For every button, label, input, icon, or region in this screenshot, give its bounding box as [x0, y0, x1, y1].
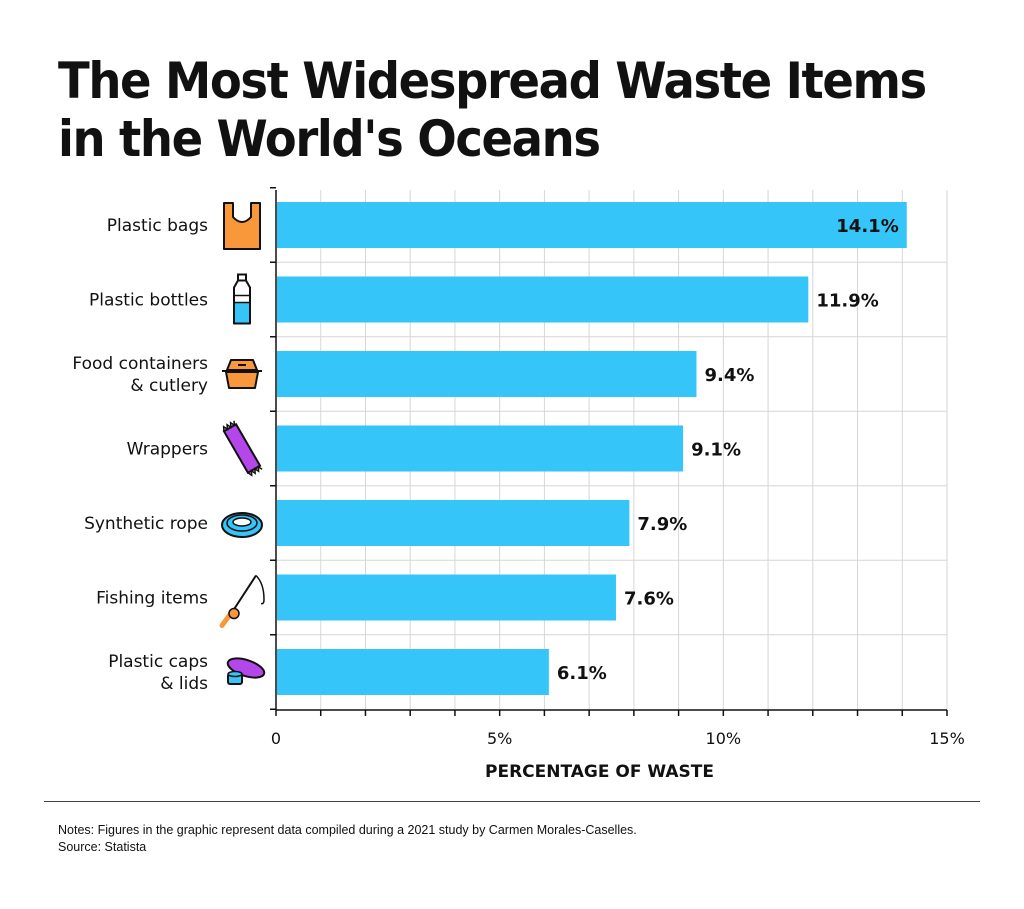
- category-label: Plastic caps: [108, 652, 208, 672]
- wrapper-crimp: [222, 420, 236, 432]
- bar: [277, 649, 549, 695]
- category-label: Fishing items: [96, 589, 208, 609]
- x-tick-label: 0: [271, 729, 281, 748]
- food-container-icon: [222, 359, 262, 389]
- data-label: 14.1%: [836, 216, 898, 237]
- bar: [277, 202, 907, 248]
- wrapper-body: [222, 422, 262, 475]
- category-label: & lids: [160, 674, 208, 694]
- x-tick-label: 5%: [487, 729, 512, 748]
- category-label: & cutlery: [130, 376, 208, 396]
- cap-lid-icon: [226, 657, 266, 685]
- category-label: Plastic bottles: [89, 291, 208, 311]
- fishing-line: [255, 574, 265, 600]
- x-tick-label: 15%: [929, 729, 965, 748]
- source-text: Source: Statista: [58, 840, 147, 854]
- fishing-rod-icon: [219, 574, 265, 628]
- x-axis-label: PERCENTAGE OF WASTE: [485, 762, 714, 782]
- data-label: 9.4%: [704, 365, 754, 386]
- x-tick-label: 10%: [706, 729, 742, 748]
- title-line-1: The Most Widespread Waste Items: [58, 52, 927, 110]
- bar: [277, 351, 697, 397]
- category-label: Plastic bags: [107, 216, 208, 236]
- bar: [277, 500, 630, 546]
- chart-title: The Most Widespread Waste Items in the W…: [58, 52, 932, 168]
- plastic-bottle-icon: [233, 273, 251, 325]
- data-label: 7.6%: [624, 589, 674, 610]
- notes-text: Notes: Figures in the graphic represent …: [58, 823, 637, 837]
- bar-chart: 0 5% 10% 15% PERCENTAGE OF WASTE 14.1% Plastic…: [72, 187, 965, 782]
- data-label: 9.1%: [691, 440, 741, 461]
- title-line-2: in the World's Oceans: [58, 110, 601, 168]
- plastic-bag-icon: [223, 202, 261, 250]
- footer-notes: Notes: Figures in the graphic represent …: [58, 822, 637, 856]
- rod-reel: [228, 607, 240, 620]
- cap-top: [227, 670, 243, 678]
- wrapper-crimp: [247, 465, 263, 477]
- category-label: Food containers: [72, 354, 208, 374]
- bottle-water: [235, 302, 249, 323]
- bar: [277, 276, 809, 323]
- rod-handle: [219, 612, 233, 628]
- wrapper-icon: [222, 420, 263, 477]
- rope-icon: [221, 512, 263, 538]
- footer-divider: [44, 801, 980, 802]
- bar: [277, 425, 684, 472]
- category-label: Synthetic rope: [84, 514, 208, 534]
- container-base: [225, 371, 259, 389]
- category-label: Wrappers: [127, 440, 208, 460]
- wrapper-group: [222, 420, 263, 477]
- data-label: 7.9%: [637, 514, 687, 535]
- rope-coil-inner: [232, 517, 252, 527]
- data-label: 11.9%: [816, 291, 878, 312]
- data-label: 6.1%: [557, 663, 607, 684]
- fishing-hook: [260, 599, 265, 605]
- bar: [277, 574, 616, 621]
- plastic-bag-shape: [223, 202, 261, 250]
